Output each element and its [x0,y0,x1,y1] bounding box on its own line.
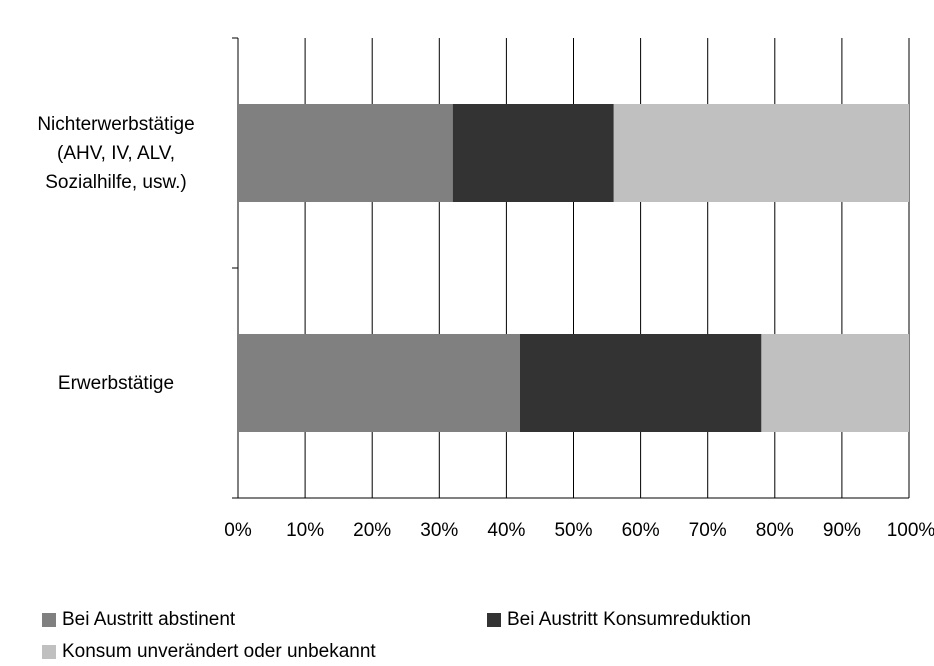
x-tick-label: 60% [622,520,660,541]
x-tick-label: 20% [353,520,391,541]
x-tick-label: 40% [487,520,525,541]
legend-label: Konsum unverändert oder unbekannt [62,641,376,662]
bar-segment [238,104,453,202]
x-tick-label: 90% [823,520,861,541]
bar-segment [761,334,909,432]
x-tick-label: 30% [420,520,458,541]
bar-segment [452,104,614,202]
legend-label: Bei Austritt abstinent [62,609,236,630]
y-tick-label: Erwerbstätige [57,372,175,394]
x-tick-label: 10% [286,520,324,541]
legend-swatch [42,613,56,627]
x-tick-label: 100% [887,520,934,541]
bar-segment [238,334,520,432]
legend-swatch [487,613,501,627]
x-tick-label: 70% [689,520,727,541]
legend-label: Bei Austritt Konsumreduktion [507,609,751,630]
bar-segment [519,334,762,432]
bar-segment [613,104,909,202]
x-tick-label: 0% [224,520,252,541]
x-tick-label: 80% [756,520,794,541]
legend-swatch [42,645,56,659]
x-tick-label: 50% [554,520,592,541]
y-tick-label: Nichterwerbstätige (AHV, IV, ALV, Sozial… [37,113,195,193]
